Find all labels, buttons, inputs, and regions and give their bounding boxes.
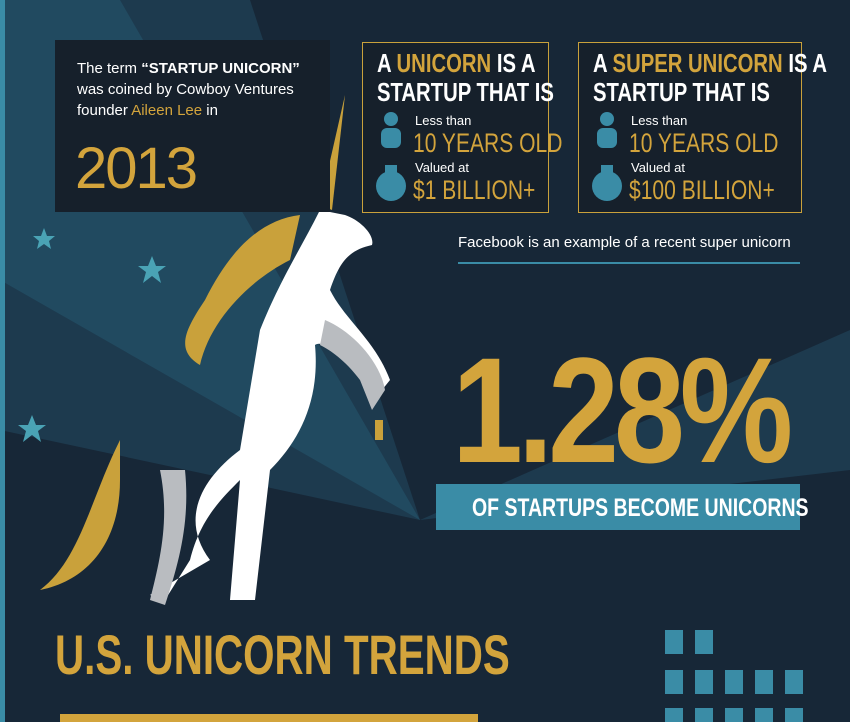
icons	[592, 112, 622, 201]
age-label: Less than	[631, 113, 688, 128]
intro-box: The term “STARTUP UNICORN” was coined by…	[55, 40, 330, 212]
intro-text: founder	[77, 102, 128, 119]
box-title: A	[593, 48, 607, 78]
section-title: U.S. UNICORN TRENDS	[55, 623, 510, 686]
value-value: $100 BILLION+	[629, 175, 775, 205]
value-label: Valued at	[631, 160, 685, 175]
intro-year: 2013	[75, 136, 198, 201]
box-title: IS A	[788, 48, 828, 78]
stat-caption: OF STARTUPS BECOME UNICORNS	[472, 494, 809, 522]
stat-banner: OF STARTUPS BECOME UNICORNS	[436, 484, 809, 530]
box-title: IS A	[496, 48, 536, 78]
value-label: Valued at	[415, 160, 469, 175]
intro-text: The term “STARTUP UNICORN” was coined by…	[77, 58, 327, 121]
value-value: $1 BILLION+	[413, 175, 536, 205]
box-title: STARTUP THAT IS	[593, 77, 770, 107]
super-unicorn-box: A SUPER UNICORN IS A STARTUP THAT IS Less…	[578, 42, 827, 213]
age-value: 10 YEARS OLD	[629, 128, 779, 158]
founder-name: Aileen Lee	[131, 102, 203, 119]
box-title-key: UNICORN	[396, 48, 492, 78]
unicorn-box: A UNICORN IS A STARTUP THAT IS Less than …	[362, 42, 562, 213]
intro-term: “STARTUP UNICORN”	[141, 60, 300, 77]
stat-figure: 1.28%	[452, 326, 793, 494]
example-note: Facebook is an example of a recent super…	[458, 234, 791, 251]
age-value: 10 YEARS OLD	[413, 128, 563, 158]
intro-text: The term	[77, 60, 138, 77]
intro-text: was coined by Cowboy Ventures	[77, 81, 294, 98]
box-title: A	[377, 48, 391, 78]
intro-text: in	[206, 102, 218, 119]
box-title-key: SUPER UNICORN	[612, 48, 783, 78]
age-label: Less than	[415, 113, 472, 128]
box-title: STARTUP THAT IS	[377, 77, 554, 107]
icons	[376, 112, 406, 201]
